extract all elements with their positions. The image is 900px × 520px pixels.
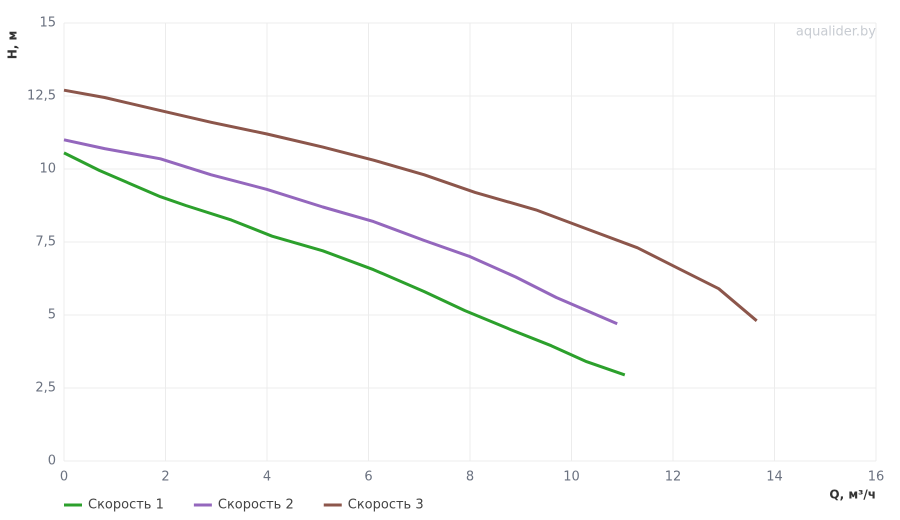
x-axis-title: Q, м³/ч (829, 488, 876, 502)
series-line (63, 88, 758, 322)
x-tick-label: 16 (868, 470, 885, 485)
y-tick-label: 0 (48, 454, 56, 469)
x-tick-label: 0 (60, 470, 68, 485)
x-tick-label: 6 (364, 470, 372, 485)
series-line (63, 151, 626, 377)
legend-label: Скорость 3 (348, 498, 424, 513)
x-tick-label: 10 (563, 470, 580, 485)
y-tick-label: 15 (39, 16, 56, 31)
series-line (63, 138, 618, 326)
legend-label: Скорость 2 (218, 498, 294, 513)
watermark: aqualider.by (796, 25, 876, 40)
x-tick-label: 4 (263, 470, 271, 485)
y-axis-title: H, м (6, 31, 20, 60)
y-tick-label: 2,5 (35, 381, 56, 396)
x-tick-label: 2 (161, 470, 169, 485)
legend-label: Скорость 1 (88, 498, 164, 513)
y-tick-label: 10 (39, 162, 56, 177)
x-tick-label: 14 (766, 470, 783, 485)
x-tick-label: 12 (665, 470, 682, 485)
y-tick-label: 5 (48, 308, 56, 323)
y-tick-label: 12,5 (27, 89, 56, 104)
x-tick-label: 8 (466, 470, 474, 485)
y-tick-label: 7,5 (35, 235, 56, 250)
